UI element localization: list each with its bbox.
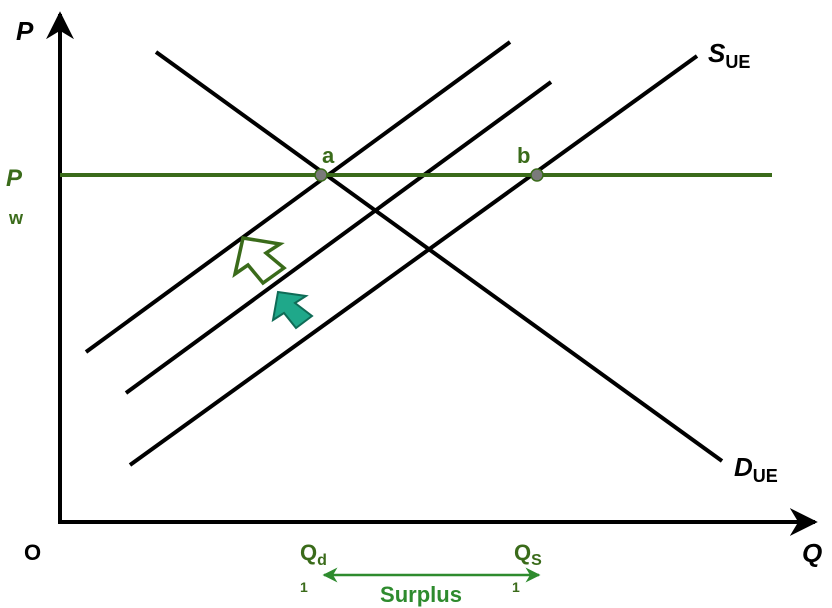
origin-label: O — [24, 540, 41, 565]
x-axis-label: Q — [802, 538, 822, 568]
point-a-marker — [314, 168, 328, 182]
supply-curve-new-left — [84, 40, 512, 354]
demand-curve-label: DUE — [734, 452, 778, 486]
demand-curve-ue — [154, 50, 724, 463]
surplus-label: Surplus — [380, 582, 462, 607]
supply-curve-label: SUE — [708, 38, 750, 72]
world-price-label-main: P — [6, 165, 23, 192]
point-a-label: a — [322, 143, 335, 168]
supply-curve-ue — [128, 54, 699, 467]
point-b-marker — [530, 168, 544, 182]
filled-shift-arrow — [271, 290, 314, 330]
y-axis-label: P — [16, 16, 34, 46]
supply-curve-middle — [124, 80, 553, 395]
point-b-label: b — [517, 143, 530, 168]
qd-index: 1 — [300, 579, 308, 595]
world-price-label-sub: w — [8, 208, 24, 228]
qs-label: QS — [514, 540, 542, 569]
qs-index: 1 — [512, 579, 520, 595]
hollow-shift-arrow — [232, 236, 287, 286]
qd-label: Qd — [300, 540, 327, 569]
